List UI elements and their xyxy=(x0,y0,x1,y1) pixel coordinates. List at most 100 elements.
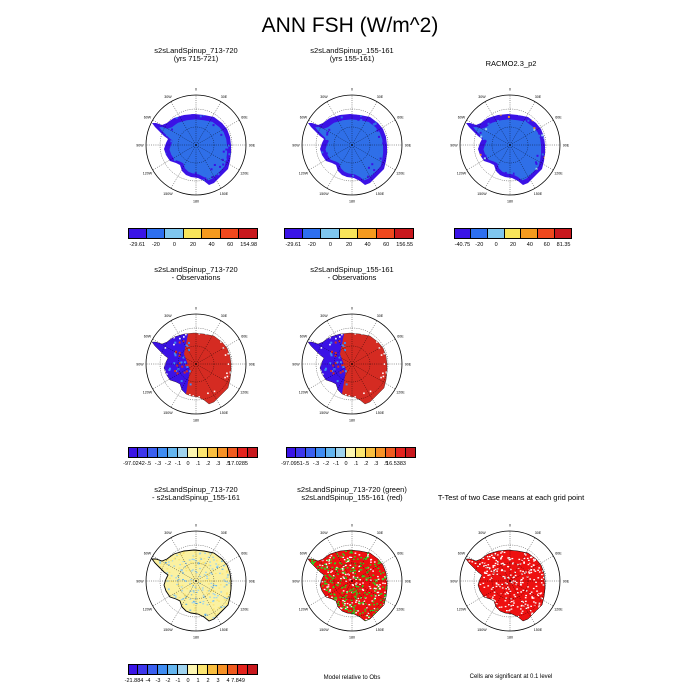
significance-note: Cells are significant at 0.1 level xyxy=(469,674,553,680)
grid-cell xyxy=(522,174,525,177)
grid-cell xyxy=(479,583,482,586)
grid-cell xyxy=(471,561,474,563)
grid-cell xyxy=(344,603,346,605)
grid-cell xyxy=(320,155,323,158)
grid-cell xyxy=(355,589,358,591)
longitude-label: 120W xyxy=(143,172,153,176)
grid-cell xyxy=(183,371,186,374)
grid-cell xyxy=(524,554,527,556)
grid-cell xyxy=(209,565,212,567)
grid-cell xyxy=(222,163,225,166)
longitude-label: 0 xyxy=(509,524,511,528)
grid-cell xyxy=(332,556,335,559)
grid-cell xyxy=(368,569,371,572)
grid-cell xyxy=(373,587,376,589)
longitude-label: 120W xyxy=(299,391,309,395)
meridian-line xyxy=(351,537,378,582)
grid-cell xyxy=(339,371,342,374)
grid-cell xyxy=(330,559,332,561)
grid-cell xyxy=(508,557,511,559)
grid-cell xyxy=(507,115,510,118)
grid-cell xyxy=(225,581,228,583)
grid-cell xyxy=(504,600,507,602)
colorbar-label: .1 xyxy=(195,461,201,467)
grid-cell xyxy=(377,591,380,594)
colorbar-label: 0 xyxy=(328,242,332,248)
grid-cell xyxy=(504,605,507,608)
colorbar-cell xyxy=(208,664,218,675)
grid-cell xyxy=(532,587,535,590)
grid-cell xyxy=(382,601,385,603)
meridian-line xyxy=(195,555,240,582)
meridian-line xyxy=(308,338,353,365)
colorbar-frame xyxy=(128,664,258,675)
grid-cell xyxy=(337,584,339,587)
grid-cell xyxy=(481,161,484,164)
grid-cell xyxy=(512,600,515,602)
meridian-line xyxy=(170,320,197,365)
grid-cell xyxy=(367,556,370,558)
grid-cell xyxy=(329,362,332,365)
grid-cell xyxy=(537,569,539,571)
grid-cell xyxy=(191,562,194,564)
latitude-circle xyxy=(159,108,233,182)
grid-cell xyxy=(361,586,364,588)
grid-cell xyxy=(176,583,179,586)
grid-cell xyxy=(529,578,532,580)
longitude-label: 30E xyxy=(377,531,384,535)
grid-cell xyxy=(496,561,499,563)
longitude-label: 180 xyxy=(193,636,199,640)
grid-cell xyxy=(226,375,229,378)
grid-cell xyxy=(191,558,194,560)
grid-cell xyxy=(220,591,223,593)
grid-cell xyxy=(335,566,338,569)
grid-cell xyxy=(361,612,364,614)
grid-cell xyxy=(485,564,487,567)
map-boundary xyxy=(459,94,561,196)
grid-cell xyxy=(529,596,531,599)
colorbar-label: 156.55 xyxy=(396,242,414,248)
grid-cell xyxy=(491,598,494,600)
grid-cell xyxy=(538,571,541,573)
grid-cell xyxy=(343,567,345,570)
grid-cell xyxy=(216,565,219,567)
grid-cell xyxy=(215,168,218,171)
grid-cell xyxy=(541,153,544,156)
grid-cell xyxy=(326,131,329,134)
grid-cell xyxy=(499,114,502,116)
grid-cell xyxy=(369,579,372,581)
meridian-line xyxy=(484,144,511,189)
grid-cell xyxy=(516,606,519,608)
grid-cell xyxy=(353,569,356,571)
longitude-label: 60E xyxy=(397,552,404,556)
grid-cell xyxy=(337,568,340,570)
colorbar-label: -29.61 xyxy=(129,242,146,248)
panel-title-7: s2sLandSpinup_713-720- s2sLandSpinup_155… xyxy=(152,485,240,502)
grid-cell xyxy=(170,575,173,577)
longitude-label: 60W xyxy=(458,552,466,556)
grid-cell xyxy=(377,151,380,154)
grid-cell xyxy=(373,613,375,615)
grid-cell xyxy=(365,567,367,569)
grid-cell xyxy=(531,580,534,582)
grid-cell xyxy=(213,163,216,166)
grid-cell xyxy=(354,605,356,607)
grid-cell xyxy=(544,579,545,582)
grid-cell xyxy=(321,151,324,154)
grid-cell xyxy=(311,560,314,562)
grid-cell xyxy=(182,598,185,600)
grid-cell xyxy=(355,612,358,614)
grid-cell xyxy=(189,598,192,600)
map-boundary xyxy=(301,530,403,632)
grid-cell xyxy=(521,558,523,560)
longitude-label: 30W xyxy=(164,95,172,99)
grid-cell xyxy=(541,570,544,572)
grid-cell xyxy=(326,595,329,598)
grid-cell xyxy=(490,166,493,169)
grid-cell xyxy=(167,561,170,563)
meridian-line xyxy=(326,580,353,625)
grid-cell xyxy=(490,579,493,581)
grid-cell xyxy=(325,381,328,384)
grid-cell xyxy=(223,599,226,601)
grid-cell xyxy=(379,157,382,160)
